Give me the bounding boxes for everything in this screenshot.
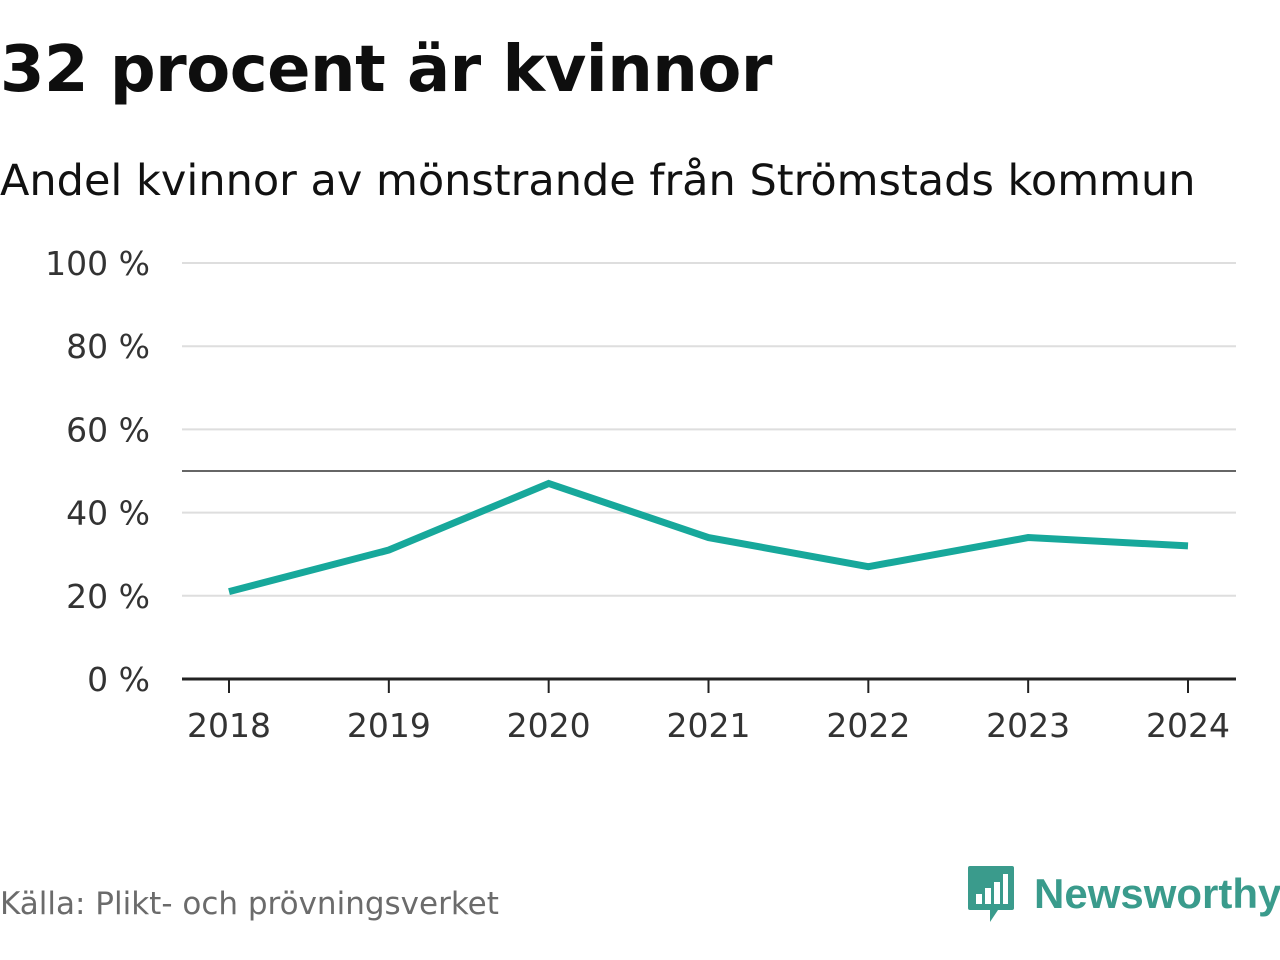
y-tick-label: 80 % xyxy=(66,327,150,366)
y-tick-label: 100 % xyxy=(45,244,150,283)
x-tick-label: 2020 xyxy=(507,706,591,745)
x-tick-label: 2022 xyxy=(826,706,910,745)
newsworthy-logo-icon xyxy=(968,866,1014,922)
chart-subtitle: Andel kvinnor av mönstrande från Strömst… xyxy=(0,156,1196,206)
y-tick-label: 20 % xyxy=(66,577,150,616)
x-tick-label: 2018 xyxy=(187,706,271,745)
x-tick-label: 2021 xyxy=(667,706,751,745)
chart-title: 32 procent är kvinnor xyxy=(0,33,772,107)
source-note: Källa: Plikt- och prövningsverket xyxy=(0,886,499,922)
x-axis-labels: 2018 2019 2020 2021 2022 2023 2024 xyxy=(187,706,1230,745)
grid-lines xyxy=(182,262,1236,597)
y-tick-label: 40 % xyxy=(66,494,150,533)
line-chart: 0 % 20 % 40 % 60 % 80 % 100 % 2018 2019 2020 202… xyxy=(45,244,1236,745)
y-tick-label: 0 % xyxy=(87,660,150,699)
y-axis-labels: 0 % 20 % 40 % 60 % 80 % 100 % xyxy=(45,244,150,699)
x-axis xyxy=(182,677,1236,693)
x-tick-label: 2023 xyxy=(986,706,1070,745)
brand-name: Newsworthy xyxy=(1034,870,1280,917)
brand: Newsworthy xyxy=(966,864,1280,924)
y-tick-label: 60 % xyxy=(66,410,150,449)
x-tick-label: 2024 xyxy=(1146,706,1230,745)
series-group xyxy=(228,479,1189,596)
x-tick-label: 2019 xyxy=(347,706,431,745)
